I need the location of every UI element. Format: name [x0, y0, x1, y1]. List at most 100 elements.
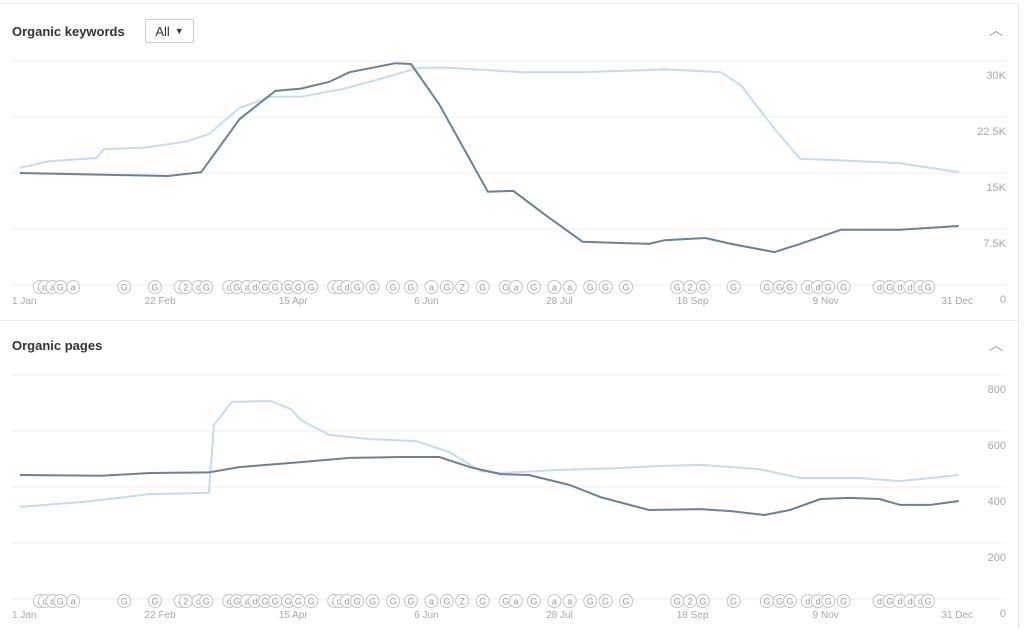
y-tick-label: 0 — [1000, 294, 1006, 306]
event-marker[interactable] — [583, 594, 598, 608]
chevron-up-icon[interactable]: ︿ — [989, 22, 1003, 38]
event-marker-label: d — [908, 597, 913, 607]
event-marker[interactable] — [782, 594, 797, 608]
event-marker[interactable] — [836, 280, 851, 294]
event-marker[interactable] — [117, 594, 132, 608]
event-marker-label: G — [443, 283, 450, 293]
event-marker[interactable] — [726, 594, 741, 608]
event-marker[interactable] — [439, 594, 454, 608]
event-marker-label: d — [805, 283, 810, 293]
event-marker-label: a — [50, 283, 55, 293]
event-marker[interactable] — [304, 280, 319, 294]
event-marker-label: G — [699, 597, 706, 607]
event-marker-label: Z — [459, 283, 465, 293]
chevron-up-icon[interactable]: ︿ — [989, 337, 1003, 353]
event-marker-label: d — [877, 283, 882, 293]
event-marker[interactable] — [921, 594, 936, 608]
event-marker[interactable] — [455, 594, 470, 608]
event-marker[interactable] — [562, 280, 577, 294]
event-marker-label: a — [552, 597, 557, 607]
event-marker-label: G — [285, 597, 292, 607]
event-marker[interactable] — [386, 280, 401, 294]
event-marker[interactable] — [836, 594, 851, 608]
event-marker[interactable] — [562, 594, 577, 608]
event-marker[interactable] — [619, 594, 634, 608]
x-tick-label: 28 Jul — [546, 296, 573, 307]
event-marker-label: G — [272, 283, 279, 293]
event-marker-label: 2 — [688, 283, 693, 293]
event-marker[interactable] — [365, 594, 380, 608]
event-marker-label: G — [602, 597, 609, 607]
event-marker[interactable] — [695, 594, 710, 608]
event-marker[interactable] — [695, 280, 710, 294]
event-marker-label: a — [513, 283, 518, 293]
event-marker[interactable] — [404, 594, 418, 608]
event-marker[interactable] — [386, 594, 401, 608]
event-marker-label: G — [776, 283, 783, 293]
event-marker[interactable] — [424, 280, 439, 294]
y-tick-label: 0 — [1000, 608, 1006, 620]
series-line-previous — [19, 66, 959, 174]
event-marker-label: G — [825, 283, 832, 293]
event-marker-label: a — [552, 283, 557, 293]
event-marker-label: G — [390, 283, 397, 293]
event-marker-label: d — [42, 283, 47, 293]
event-marker[interactable] — [547, 594, 562, 608]
keywords-filter-dropdown[interactable]: All ▼ — [145, 19, 194, 43]
event-marker[interactable] — [921, 280, 936, 294]
y-tick-label: 15K — [986, 182, 1006, 194]
x-tick-label: 9 Nov — [813, 296, 839, 307]
event-marker-label: G — [623, 597, 630, 607]
event-marker[interactable] — [547, 280, 562, 294]
event-marker[interactable] — [404, 280, 418, 294]
event-marker-label: 2 — [183, 283, 188, 293]
event-marker[interactable] — [66, 594, 81, 608]
event-marker[interactable] — [583, 280, 598, 294]
event-marker[interactable] — [508, 280, 523, 294]
event-marker-label: d — [337, 283, 342, 293]
event-marker[interactable] — [199, 594, 214, 608]
event-marker-label: G — [407, 283, 414, 293]
event-marker[interactable] — [350, 594, 365, 608]
y-tick-label: 7.5K — [983, 238, 1006, 250]
event-marker-label: Z — [459, 597, 465, 607]
event-marker[interactable] — [619, 280, 634, 294]
event-marker[interactable] — [508, 594, 523, 608]
event-marker-label: G — [840, 597, 847, 607]
event-marker-label: G — [674, 597, 681, 607]
event-marker-label: a — [429, 283, 434, 293]
event-marker-label: G — [272, 597, 279, 607]
event-marker[interactable] — [439, 280, 454, 294]
event-marker[interactable] — [821, 594, 836, 608]
event-marker-label: d — [196, 597, 201, 607]
event-marker[interactable] — [526, 280, 541, 294]
event-marker-label: G — [786, 283, 793, 293]
event-marker[interactable] — [782, 280, 797, 294]
event-marker[interactable] — [598, 594, 613, 608]
event-marker[interactable] — [148, 280, 162, 294]
event-marker-label: G — [886, 283, 893, 293]
event-marker[interactable] — [350, 280, 365, 294]
event-marker[interactable] — [598, 280, 613, 294]
event-marker[interactable] — [821, 280, 836, 294]
event-marker-label: G — [57, 597, 64, 607]
event-marker[interactable] — [424, 594, 439, 608]
event-marker-label: a — [245, 597, 250, 607]
event-marker[interactable] — [199, 280, 214, 294]
event-marker-label: G — [354, 283, 361, 293]
event-marker[interactable] — [526, 594, 541, 608]
event-marker-label: G — [369, 283, 376, 293]
event-marker[interactable] — [304, 594, 319, 608]
event-marker[interactable] — [148, 594, 162, 608]
x-tick-label: 9 Nov — [813, 610, 839, 621]
event-marker[interactable] — [117, 280, 132, 294]
event-marker[interactable] — [475, 280, 490, 294]
event-marker[interactable] — [66, 280, 81, 294]
x-tick-label: 1 Jan — [12, 296, 36, 307]
event-marker[interactable] — [475, 594, 490, 608]
event-marker-label: d — [344, 597, 349, 607]
event-marker[interactable] — [726, 280, 741, 294]
event-marker-label: G — [502, 597, 509, 607]
event-marker[interactable] — [365, 280, 380, 294]
event-marker[interactable] — [455, 280, 470, 294]
